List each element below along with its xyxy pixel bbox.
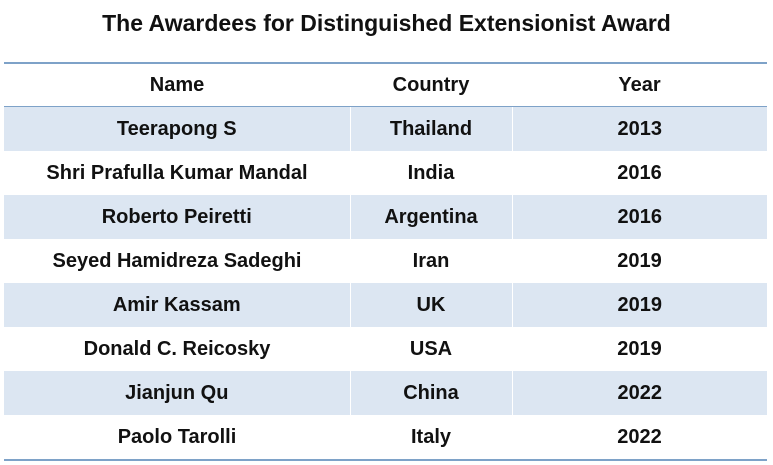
table-row: Paolo Tarolli Italy 2022 bbox=[4, 415, 767, 460]
table-row: Teerapong S Thailand 2013 bbox=[4, 106, 767, 151]
cell-country: Argentina bbox=[349, 195, 512, 239]
table-row: Amir Kassam UK 2019 bbox=[4, 283, 767, 327]
cell-country: USA bbox=[350, 327, 512, 371]
cell-name: Seyed Hamidreza Sadeghi bbox=[4, 239, 350, 283]
cell-year: 2013 bbox=[511, 106, 767, 151]
column-header-year: Year bbox=[512, 63, 767, 107]
column-header-country: Country bbox=[350, 63, 512, 107]
cell-year: 2016 bbox=[511, 195, 767, 239]
cell-name: Paolo Tarolli bbox=[4, 415, 350, 460]
page-title: The Awardees for Distinguished Extension… bbox=[102, 10, 671, 36]
cell-year: 2016 bbox=[512, 151, 767, 195]
table-body: Teerapong S Thailand 2013 Shri Prafulla … bbox=[4, 106, 767, 460]
awardees-table: Name Country Year Teerapong S Thailand 2… bbox=[4, 62, 767, 461]
cell-country: Iran bbox=[350, 239, 512, 283]
cell-country: Thailand bbox=[349, 106, 512, 151]
cell-year: 2019 bbox=[512, 327, 767, 371]
column-header-name: Name bbox=[4, 63, 350, 107]
cell-name: Roberto Peiretti bbox=[4, 195, 350, 239]
cell-year: 2022 bbox=[512, 415, 767, 460]
header-row: Name Country Year bbox=[4, 63, 767, 107]
cell-country: UK bbox=[349, 283, 512, 327]
cell-name: Teerapong S bbox=[4, 106, 350, 151]
cell-year: 2019 bbox=[512, 239, 767, 283]
table-row: Seyed Hamidreza Sadeghi Iran 2019 bbox=[4, 239, 767, 283]
table-row: Roberto Peiretti Argentina 2016 bbox=[4, 195, 767, 239]
table-row: Shri Prafulla Kumar Mandal India 2016 bbox=[4, 151, 767, 195]
cell-country: China bbox=[349, 371, 512, 415]
cell-year: 2019 bbox=[511, 283, 767, 327]
cell-country: India bbox=[350, 151, 512, 195]
cell-name: Jianjun Qu bbox=[4, 371, 350, 415]
table-row: Donald C. Reicosky USA 2019 bbox=[4, 327, 767, 371]
cell-name: Shri Prafulla Kumar Mandal bbox=[4, 151, 350, 195]
cell-year: 2022 bbox=[511, 371, 767, 415]
table-header: Name Country Year bbox=[4, 63, 767, 107]
table-row: Jianjun Qu China 2022 bbox=[4, 371, 767, 415]
cell-country: Italy bbox=[350, 415, 512, 460]
cell-name: Donald C. Reicosky bbox=[4, 327, 350, 371]
cell-name: Amir Kassam bbox=[4, 283, 350, 327]
